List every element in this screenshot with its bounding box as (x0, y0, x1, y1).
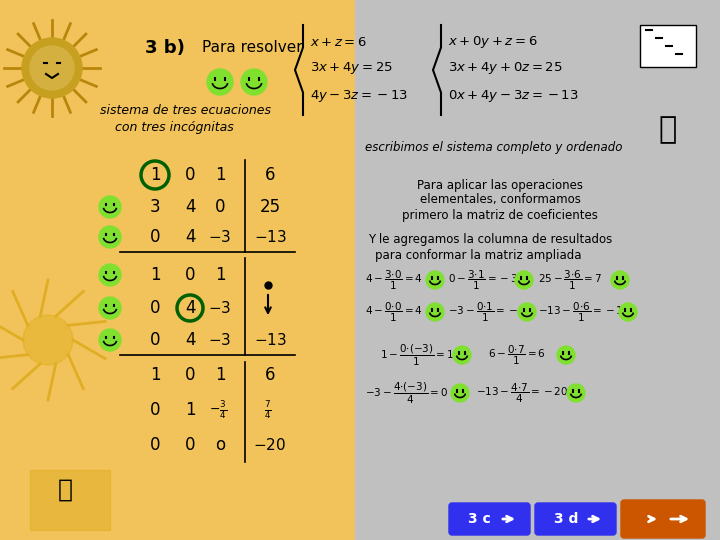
Text: 1: 1 (150, 266, 161, 284)
Text: $-3-\dfrac{4{\cdot}(-3)}{4}=0$: $-3-\dfrac{4{\cdot}(-3)}{4}=0$ (365, 380, 449, 406)
Text: con tres incógnitas: con tres incógnitas (115, 120, 234, 133)
Text: 25: 25 (259, 198, 281, 216)
Text: $3x + 4y + 0z = 25$: $3x + 4y + 0z = 25$ (448, 60, 562, 76)
Text: $0x + 4y - 3z = -13$: $0x + 4y - 3z = -13$ (448, 88, 579, 104)
Text: 4: 4 (185, 198, 195, 216)
Text: $4-\dfrac{0{\cdot}0}{1}=4$: $4-\dfrac{0{\cdot}0}{1}=4$ (365, 300, 423, 323)
Text: 🦉: 🦉 (659, 116, 677, 145)
Text: 6: 6 (265, 166, 275, 184)
Text: 0: 0 (185, 436, 195, 454)
Text: 3 c: 3 c (468, 512, 491, 526)
Text: $1-\dfrac{0{\cdot}(-3)}{1}=1$: $1-\dfrac{0{\cdot}(-3)}{1}=1$ (380, 342, 454, 368)
Circle shape (426, 271, 444, 289)
Text: 3: 3 (150, 198, 161, 216)
Text: $x + z = 6$: $x + z = 6$ (310, 36, 367, 49)
Text: 0: 0 (185, 166, 195, 184)
Text: elementales, conformamos: elementales, conformamos (420, 193, 580, 206)
Text: Y le agregamos la columna de resultados: Y le agregamos la columna de resultados (368, 233, 612, 246)
Circle shape (426, 303, 444, 321)
Text: 0: 0 (150, 436, 161, 454)
Text: 0: 0 (185, 366, 195, 384)
Circle shape (207, 69, 233, 95)
Text: 4: 4 (185, 228, 195, 246)
Text: 1: 1 (150, 366, 161, 384)
Text: $-3-\dfrac{0{\cdot}1}{1}=-3$: $-3-\dfrac{0{\cdot}1}{1}=-3$ (448, 300, 527, 323)
Text: $-13$: $-13$ (253, 229, 287, 245)
Text: escribimos el sistema completo y ordenado: escribimos el sistema completo y ordenad… (365, 141, 623, 154)
Circle shape (30, 46, 74, 90)
Text: Para resolver: Para resolver (202, 40, 302, 56)
Bar (355, 0, 720, 540)
Circle shape (99, 196, 121, 218)
Circle shape (99, 297, 121, 319)
Bar (30, 470, 110, 530)
Circle shape (515, 271, 533, 289)
Circle shape (99, 329, 121, 351)
Circle shape (23, 315, 73, 365)
Circle shape (453, 346, 471, 364)
Circle shape (557, 346, 575, 364)
Text: $-3$: $-3$ (208, 332, 232, 348)
Circle shape (518, 303, 536, 321)
Text: 0: 0 (150, 331, 161, 349)
FancyBboxPatch shape (621, 500, 705, 538)
FancyBboxPatch shape (449, 503, 530, 535)
Text: Para aplicar las operaciones: Para aplicar las operaciones (417, 179, 583, 192)
Text: $4y - 3z = -13$: $4y - 3z = -13$ (310, 88, 408, 104)
Text: $4-\dfrac{3{\cdot}0}{1}=4$: $4-\dfrac{3{\cdot}0}{1}=4$ (365, 268, 423, 292)
Text: para conformar la matriz ampliada: para conformar la matriz ampliada (374, 248, 581, 261)
Circle shape (451, 384, 469, 402)
Text: $-3$: $-3$ (208, 300, 232, 316)
Text: $3x + 4y = 25$: $3x + 4y = 25$ (310, 60, 393, 76)
Text: 1: 1 (215, 366, 225, 384)
Text: 0: 0 (150, 299, 161, 317)
Text: $\frac{7}{4}$: $\frac{7}{4}$ (264, 399, 271, 421)
Text: 0: 0 (150, 228, 161, 246)
Text: $25-\dfrac{3{\cdot}6}{1}=7$: $25-\dfrac{3{\cdot}6}{1}=7$ (538, 268, 602, 292)
Text: 4: 4 (185, 331, 195, 349)
Text: 3 b): 3 b) (145, 39, 185, 57)
Text: 1: 1 (215, 166, 225, 184)
Text: $-13-\dfrac{4{\cdot}7}{4}=-20$: $-13-\dfrac{4{\cdot}7}{4}=-20$ (476, 381, 568, 404)
Circle shape (619, 303, 637, 321)
Text: 3 d: 3 d (554, 512, 578, 526)
Text: $-13$: $-13$ (253, 332, 287, 348)
Circle shape (99, 264, 121, 286)
Text: o: o (215, 436, 225, 454)
Text: $6-\dfrac{0{\cdot}7}{1}=6$: $6-\dfrac{0{\cdot}7}{1}=6$ (488, 343, 546, 367)
Text: sistema de tres ecuaciones: sistema de tres ecuaciones (100, 104, 271, 117)
Circle shape (99, 226, 121, 248)
Text: 4: 4 (185, 299, 195, 317)
Circle shape (241, 69, 267, 95)
Text: $x + 0y + z = 6$: $x + 0y + z = 6$ (448, 34, 538, 50)
Text: 0: 0 (185, 266, 195, 284)
Text: 1: 1 (150, 166, 161, 184)
Circle shape (22, 38, 82, 98)
Text: $-3$: $-3$ (208, 229, 232, 245)
Text: 0: 0 (150, 401, 161, 419)
Text: primero la matriz de coeficientes: primero la matriz de coeficientes (402, 208, 598, 221)
Text: 1: 1 (185, 401, 195, 419)
Text: 1: 1 (215, 266, 225, 284)
Text: 0: 0 (215, 198, 225, 216)
FancyBboxPatch shape (535, 503, 616, 535)
Text: $-13-\dfrac{0{\cdot}6}{1}=-13$: $-13-\dfrac{0{\cdot}6}{1}=-13$ (538, 300, 630, 323)
Text: 6: 6 (265, 366, 275, 384)
Text: $0-\dfrac{3{\cdot}1}{1}=-3$: $0-\dfrac{3{\cdot}1}{1}=-3$ (448, 268, 518, 292)
Text: 🔬: 🔬 (58, 478, 73, 502)
Circle shape (611, 271, 629, 289)
Bar (640, 25, 696, 67)
Circle shape (567, 384, 585, 402)
Text: $-\frac{3}{4}$: $-\frac{3}{4}$ (209, 399, 227, 421)
Text: $-20$: $-20$ (253, 437, 287, 453)
